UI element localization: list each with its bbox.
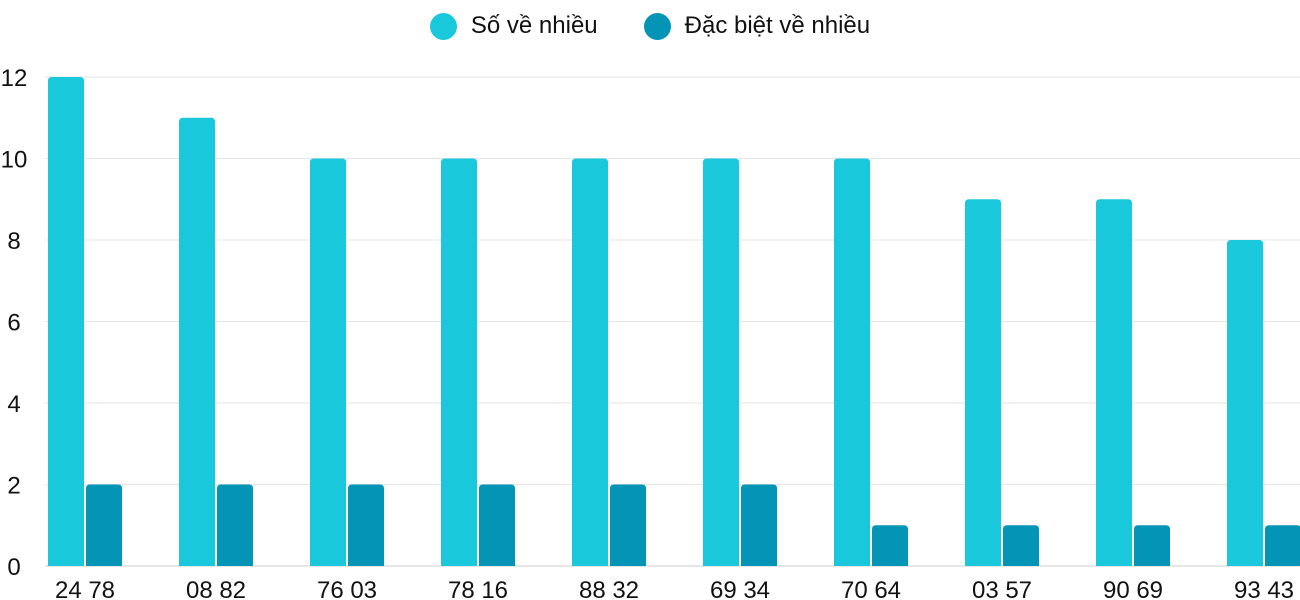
y-tick-label: 10 (1, 147, 28, 174)
legend: Số về nhiều Đặc biệt về nhiều (0, 12, 1300, 40)
x-tick-label: 08 82 (186, 577, 246, 600)
bar-dac-biet-90-69 (1134, 525, 1170, 566)
y-tick-label: 2 (7, 473, 20, 500)
bar-so-ve-nhieu-78-16 (441, 158, 477, 566)
bar-dac-biet-69-34 (741, 484, 777, 566)
bar-so-ve-nhieu-08-82 (179, 117, 215, 566)
bar-dac-biet-03-57 (1003, 525, 1039, 566)
bar-so-ve-nhieu-69-34 (703, 158, 739, 566)
y-tick-label: 6 (7, 310, 20, 337)
bar-dac-biet-08-82 (217, 484, 253, 566)
x-tick-label: 93 43 (1234, 577, 1294, 600)
bar-so-ve-nhieu-70-64 (834, 158, 870, 566)
x-tick-label: 24 78 (55, 577, 115, 600)
legend-item-dac-biet-ve-nhieu[interactable]: Đặc biệt về nhiều (643, 12, 871, 40)
bar-so-ve-nhieu-88-32 (572, 158, 608, 566)
x-tick-label: 76 03 (317, 577, 377, 600)
bar-dac-biet-24-78 (86, 484, 122, 566)
x-tick-label: 90 69 (1103, 577, 1163, 600)
bar-so-ve-nhieu-90-69 (1096, 199, 1132, 566)
legend-item-so-ve-nhieu[interactable]: Số về nhiều (429, 12, 598, 40)
bar-so-ve-nhieu-24-78 (48, 77, 84, 566)
y-tick-label: 12 (1, 65, 28, 92)
bar-so-ve-nhieu-76-03 (310, 158, 346, 566)
legend-marker (429, 12, 457, 40)
legend-label: Số về nhiều (470, 12, 598, 39)
bar-dac-biet-93-43 (1265, 525, 1300, 566)
legend-marker (643, 12, 671, 40)
x-tick-label: 03 57 (972, 577, 1032, 600)
x-tick-label: 78 16 (448, 577, 508, 600)
y-tick-label: 8 (7, 228, 20, 255)
y-tick-label: 4 (7, 391, 20, 418)
bar-dac-biet-76-03 (348, 484, 384, 566)
x-tick-label: 70 64 (841, 577, 901, 600)
legend-label: Đặc biệt về nhiều (684, 12, 871, 39)
x-tick-label: 88 32 (579, 577, 639, 600)
bar-dac-biet-70-64 (872, 525, 908, 566)
y-tick-label: 0 (7, 554, 20, 581)
bar-dac-biet-78-16 (479, 484, 515, 566)
x-tick-label: 69 34 (710, 577, 770, 600)
bar-so-ve-nhieu-93-43 (1227, 240, 1263, 566)
bar-dac-biet-88-32 (610, 484, 646, 566)
bar-so-ve-nhieu-03-57 (965, 199, 1001, 566)
